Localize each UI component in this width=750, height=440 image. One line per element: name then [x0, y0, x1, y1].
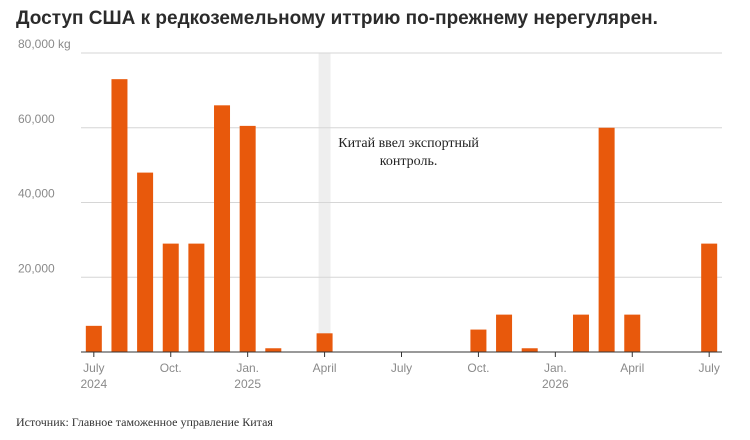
bar-2024-08 [111, 79, 128, 352]
bar-2024-09 [137, 172, 154, 352]
chart-title: Доступ США к редкоземельному иттрию по-п… [16, 8, 658, 29]
y-tick-label: 20,000 [18, 261, 55, 275]
bar-2026-04 [624, 314, 641, 352]
bar-2025-11 [496, 314, 513, 352]
x-tick-label: Oct. [467, 361, 489, 375]
bar-2024-07 [85, 325, 102, 352]
y-tick-label: 40,000 [18, 187, 55, 201]
x-tick-label: April [313, 361, 337, 375]
gridlines [81, 52, 722, 278]
x-tick-year: 2026 [542, 377, 569, 391]
bar-2026-07 [701, 243, 718, 352]
annotation-line: контроль. [380, 154, 438, 169]
x-tick-label: Oct. [160, 361, 182, 375]
x-tick-label: April [620, 361, 644, 375]
y-tick-label: 80,000 kg [18, 37, 71, 51]
bar-2025-12 [521, 348, 538, 352]
tick-labels: 20,000 40,000 60,000 80,000 kg July 2024 Oct. J… [18, 37, 720, 391]
bar-2024-10 [162, 243, 179, 352]
bar-2026-03 [598, 127, 615, 352]
bar-2024-12 [214, 105, 231, 352]
x-tick-label: July [699, 361, 720, 375]
y-tick-label: 60,000 [18, 112, 55, 126]
x-tick-label: July [391, 361, 412, 375]
x-tick-label: July [83, 361, 104, 375]
bar-2024-11 [188, 243, 205, 352]
bar-2026-02 [572, 314, 589, 352]
bar-2025-10 [470, 329, 487, 352]
x-tick-label: Jan. [544, 361, 567, 375]
annotation: Китай ввел экспортный контроль. [338, 136, 479, 169]
bar-2025-04 [316, 333, 333, 352]
bar-2025-01 [239, 125, 256, 352]
x-tick-year: 2024 [80, 377, 107, 391]
x-tick-year: 2025 [234, 377, 261, 391]
source-note: Источник: Главное таможенное управление … [16, 415, 273, 429]
annotation-line: Китай ввел экспортный [338, 136, 479, 151]
x-tick-label: Jan. [236, 361, 259, 375]
x-axis [81, 351, 722, 357]
bar-2025-02 [265, 348, 282, 352]
bars [85, 79, 718, 352]
